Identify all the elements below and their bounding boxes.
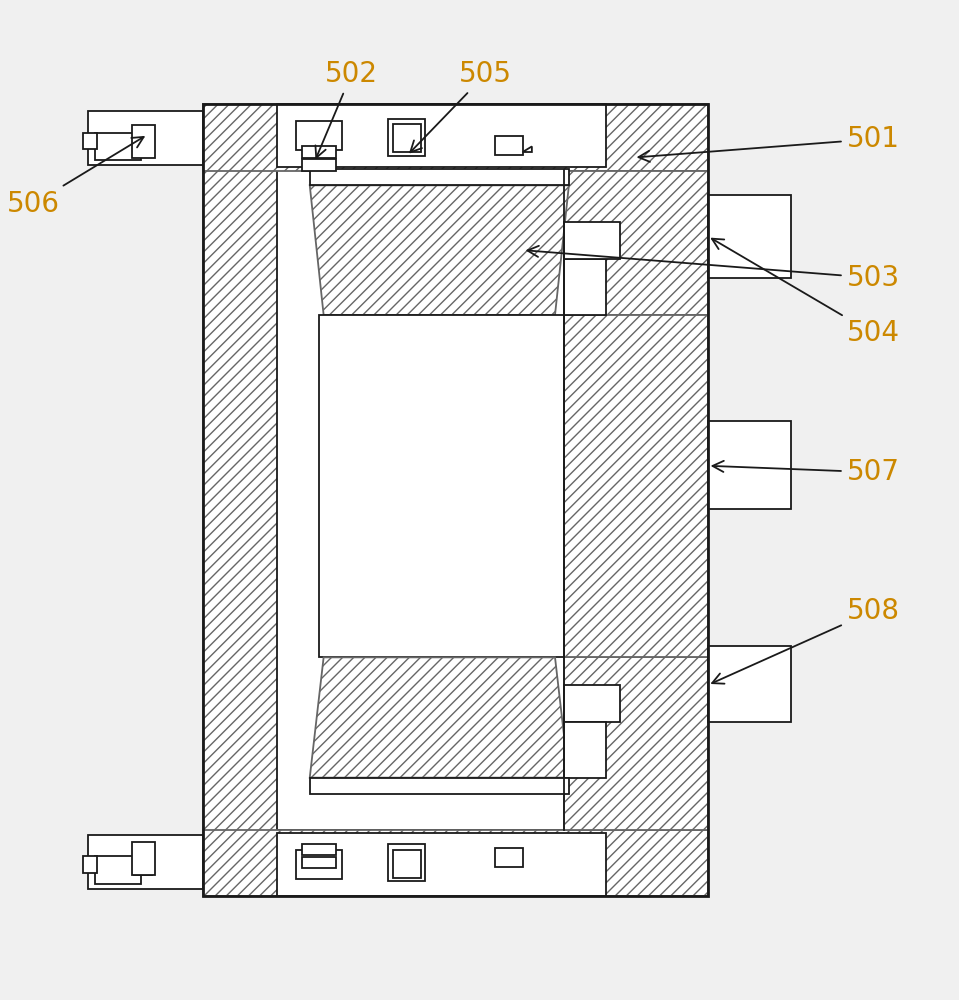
Text: 501: 501 bbox=[639, 125, 900, 162]
Bar bbox=[564, 722, 606, 778]
Bar bbox=[296, 121, 342, 150]
Polygon shape bbox=[203, 104, 708, 896]
Text: 507: 507 bbox=[713, 458, 900, 486]
Bar bbox=[132, 842, 155, 875]
Text: 504: 504 bbox=[712, 239, 900, 347]
Bar bbox=[564, 259, 606, 315]
Bar bbox=[134, 852, 152, 875]
Bar bbox=[564, 222, 620, 259]
Text: 506: 506 bbox=[7, 137, 144, 218]
Bar bbox=[708, 195, 791, 278]
Bar bbox=[87, 111, 203, 165]
Bar bbox=[388, 844, 426, 881]
Polygon shape bbox=[564, 171, 708, 315]
Bar bbox=[388, 119, 426, 156]
Bar bbox=[203, 830, 708, 896]
Polygon shape bbox=[310, 657, 569, 778]
Bar bbox=[132, 125, 155, 158]
Text: 508: 508 bbox=[713, 597, 900, 684]
Bar bbox=[296, 850, 342, 879]
Bar bbox=[95, 133, 141, 160]
Bar bbox=[302, 857, 336, 868]
Bar bbox=[277, 170, 606, 830]
Bar bbox=[277, 104, 606, 167]
Text: 503: 503 bbox=[527, 246, 900, 292]
Polygon shape bbox=[564, 657, 708, 830]
Bar bbox=[83, 133, 97, 149]
Bar bbox=[495, 136, 523, 155]
Bar bbox=[393, 124, 421, 152]
Bar bbox=[310, 778, 569, 794]
Bar bbox=[83, 856, 97, 873]
Bar bbox=[302, 844, 336, 855]
Polygon shape bbox=[564, 315, 708, 657]
Bar bbox=[564, 685, 620, 722]
Bar bbox=[134, 128, 152, 151]
Bar bbox=[319, 315, 564, 657]
Bar bbox=[708, 646, 791, 722]
Bar bbox=[87, 835, 203, 889]
Bar bbox=[495, 848, 523, 867]
Polygon shape bbox=[310, 185, 569, 315]
Text: 505: 505 bbox=[410, 60, 512, 152]
Text: 502: 502 bbox=[316, 60, 378, 158]
Bar bbox=[95, 856, 141, 884]
Bar bbox=[203, 104, 708, 171]
Bar bbox=[708, 421, 791, 509]
Bar bbox=[277, 833, 606, 896]
Bar bbox=[393, 850, 421, 878]
Bar bbox=[310, 169, 569, 185]
Polygon shape bbox=[523, 146, 532, 152]
Bar bbox=[302, 146, 336, 158]
Bar bbox=[302, 159, 336, 171]
